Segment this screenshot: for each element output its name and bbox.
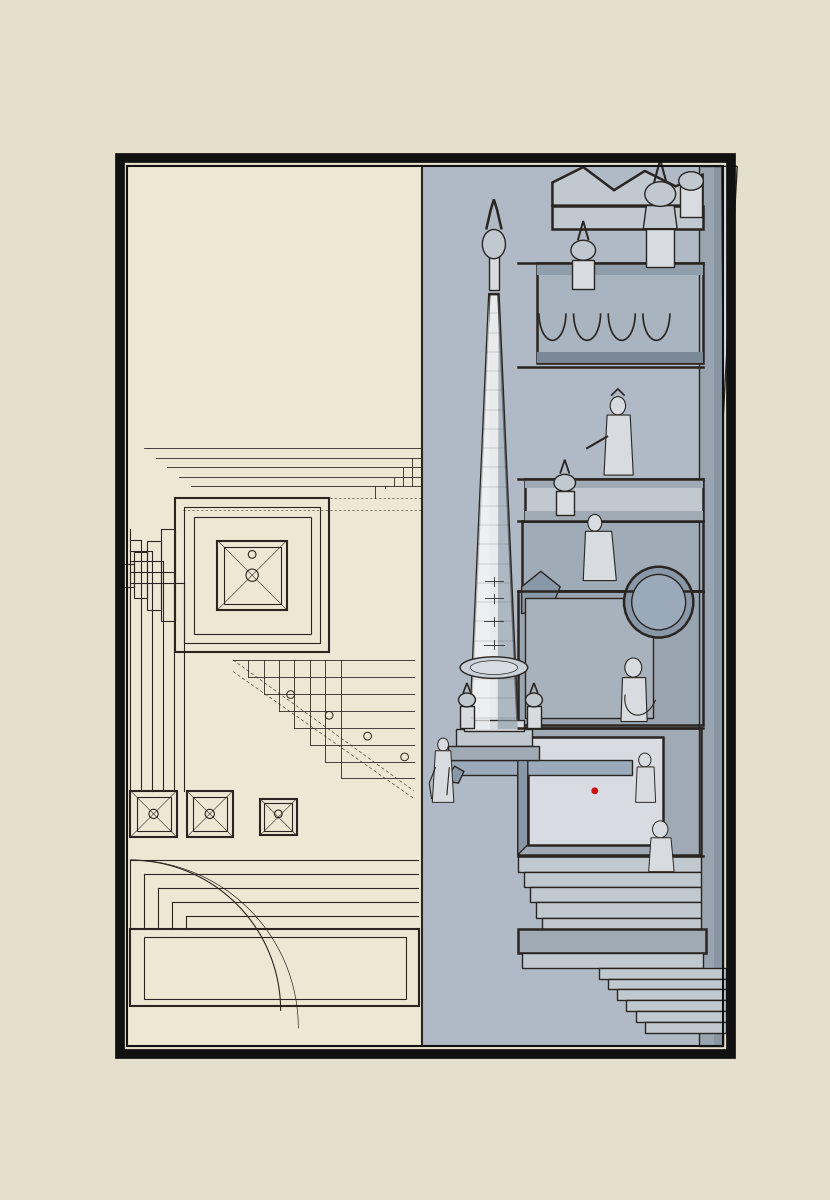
Bar bbox=[525, 599, 652, 718]
Bar bbox=[464, 720, 524, 731]
Bar bbox=[120, 564, 134, 587]
Bar bbox=[521, 521, 702, 590]
Bar bbox=[193, 797, 227, 830]
Polygon shape bbox=[448, 766, 464, 784]
Ellipse shape bbox=[482, 229, 505, 259]
Bar bbox=[555, 491, 574, 515]
Bar bbox=[422, 167, 724, 1046]
Bar bbox=[543, 918, 701, 934]
Ellipse shape bbox=[645, 181, 676, 206]
Bar bbox=[714, 167, 724, 1046]
Polygon shape bbox=[470, 294, 518, 730]
Ellipse shape bbox=[588, 515, 602, 532]
Polygon shape bbox=[518, 727, 528, 854]
Ellipse shape bbox=[525, 694, 543, 707]
Ellipse shape bbox=[624, 566, 693, 637]
Bar bbox=[537, 263, 702, 364]
Bar bbox=[524, 871, 701, 887]
Polygon shape bbox=[583, 532, 617, 581]
Polygon shape bbox=[432, 751, 454, 803]
Bar bbox=[699, 167, 724, 1046]
Ellipse shape bbox=[625, 658, 642, 677]
Ellipse shape bbox=[571, 240, 596, 260]
Bar bbox=[537, 263, 702, 275]
Polygon shape bbox=[636, 767, 656, 803]
Bar bbox=[645, 1022, 725, 1032]
Bar bbox=[490, 256, 499, 290]
Bar bbox=[636, 1012, 725, 1021]
Bar bbox=[175, 498, 330, 653]
Ellipse shape bbox=[632, 575, 686, 630]
Ellipse shape bbox=[679, 172, 703, 190]
Bar bbox=[161, 529, 175, 622]
Bar bbox=[518, 727, 701, 854]
Ellipse shape bbox=[471, 661, 518, 674]
Bar bbox=[598, 968, 725, 979]
Bar bbox=[193, 517, 310, 634]
Bar bbox=[525, 479, 702, 488]
Polygon shape bbox=[604, 415, 633, 475]
Bar bbox=[518, 929, 706, 953]
Ellipse shape bbox=[652, 821, 668, 838]
Bar bbox=[618, 990, 725, 1001]
Bar bbox=[573, 259, 594, 289]
Bar bbox=[223, 547, 281, 604]
Bar bbox=[525, 479, 702, 521]
Bar bbox=[187, 791, 233, 838]
Bar bbox=[553, 205, 702, 229]
Bar bbox=[148, 540, 161, 610]
Bar bbox=[608, 979, 725, 990]
Polygon shape bbox=[498, 294, 518, 730]
Bar bbox=[537, 352, 702, 364]
Ellipse shape bbox=[638, 754, 651, 767]
Bar bbox=[265, 803, 292, 830]
Polygon shape bbox=[553, 167, 702, 205]
Bar bbox=[528, 737, 662, 845]
Bar bbox=[448, 760, 632, 775]
Polygon shape bbox=[521, 571, 560, 613]
Bar bbox=[217, 540, 287, 610]
Bar bbox=[525, 488, 572, 511]
Circle shape bbox=[592, 788, 598, 793]
Ellipse shape bbox=[610, 396, 626, 415]
Bar bbox=[260, 798, 297, 835]
Polygon shape bbox=[649, 838, 674, 871]
Bar bbox=[134, 552, 148, 599]
Bar bbox=[460, 706, 474, 727]
Bar bbox=[518, 590, 702, 725]
Bar bbox=[448, 746, 540, 760]
Bar bbox=[518, 857, 701, 871]
Ellipse shape bbox=[458, 694, 476, 707]
Ellipse shape bbox=[460, 656, 528, 678]
Bar bbox=[527, 706, 541, 727]
Bar bbox=[627, 1001, 725, 1012]
Bar bbox=[647, 229, 674, 268]
Bar bbox=[457, 730, 532, 746]
Ellipse shape bbox=[437, 738, 448, 751]
Bar bbox=[144, 937, 406, 998]
Bar bbox=[130, 791, 177, 838]
Bar bbox=[184, 508, 320, 643]
Bar bbox=[681, 186, 702, 217]
Bar bbox=[521, 953, 702, 968]
Polygon shape bbox=[621, 678, 647, 721]
Bar bbox=[536, 902, 701, 918]
Bar bbox=[525, 511, 702, 521]
Polygon shape bbox=[643, 205, 677, 229]
Bar bbox=[128, 167, 422, 1046]
Polygon shape bbox=[722, 167, 737, 414]
Polygon shape bbox=[470, 294, 490, 730]
Ellipse shape bbox=[554, 474, 575, 491]
Bar bbox=[130, 929, 419, 1007]
Bar bbox=[530, 887, 701, 902]
Bar bbox=[137, 797, 170, 830]
Bar bbox=[699, 167, 724, 1046]
